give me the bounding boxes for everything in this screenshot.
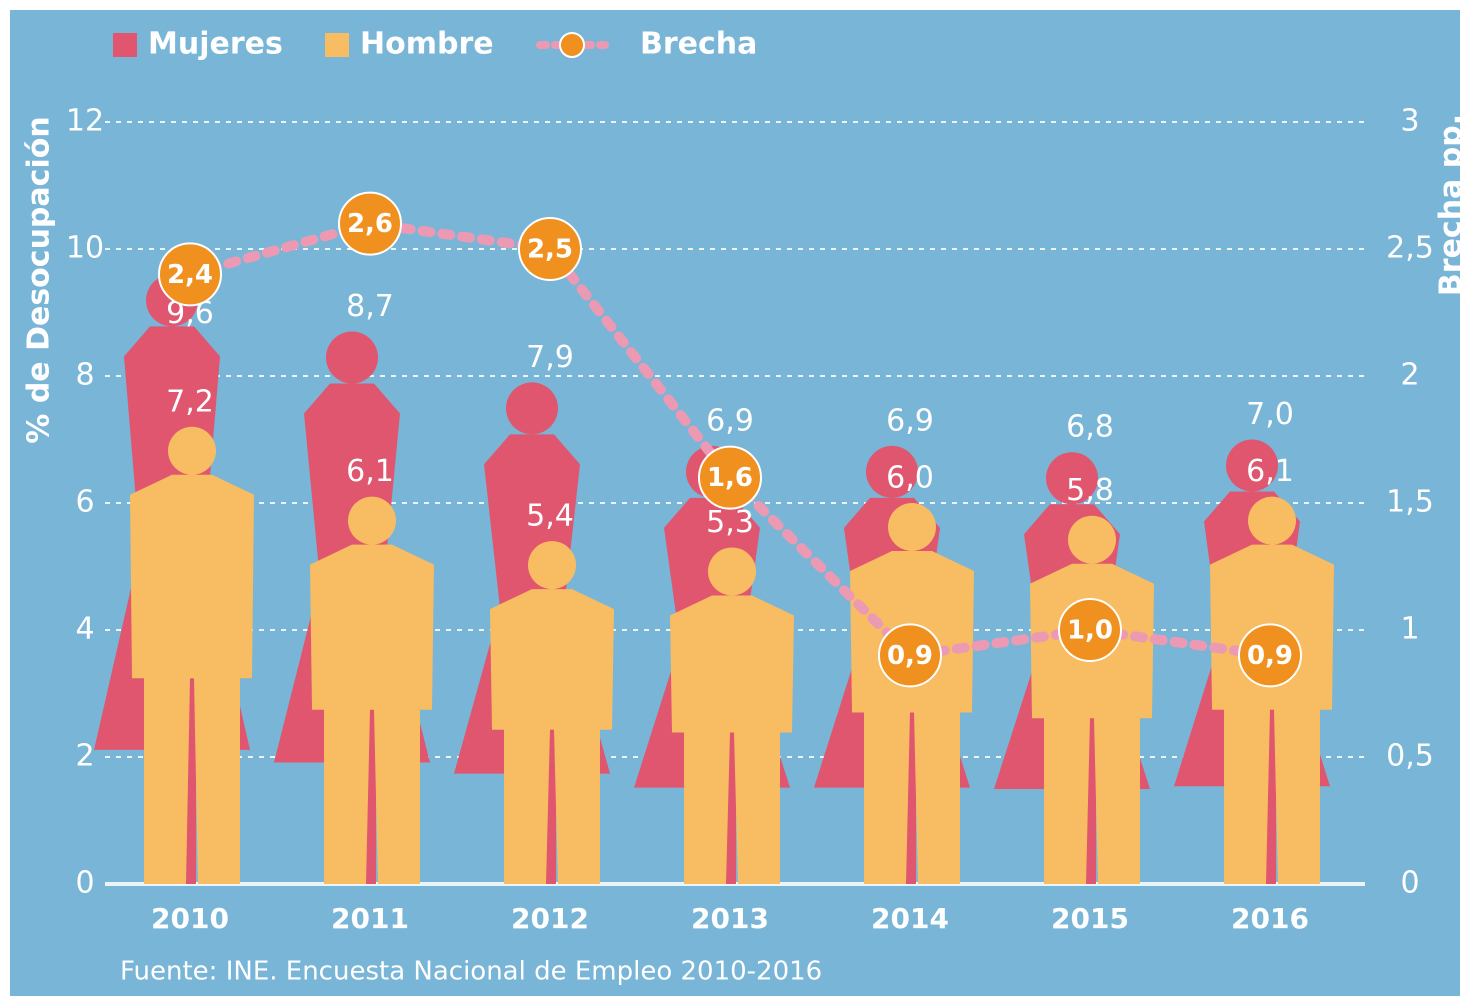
legend-swatch bbox=[113, 33, 137, 57]
y-axis-title: % de Desocupación bbox=[22, 116, 57, 443]
gap-value-label: 2,4 bbox=[167, 260, 213, 290]
women-value-label: 8,7 bbox=[346, 289, 394, 324]
y-tick-label: 10 bbox=[66, 231, 104, 266]
x-tick-label: 2015 bbox=[1051, 902, 1129, 935]
gap-value-label: 0,9 bbox=[887, 641, 933, 671]
men-figure bbox=[130, 426, 254, 884]
y2-tick-label: 2,5 bbox=[1386, 231, 1434, 266]
legend-label: Brecha bbox=[640, 27, 757, 62]
x-tick-label: 2010 bbox=[151, 902, 229, 935]
men-figure bbox=[850, 503, 974, 884]
x-tick-label: 2014 bbox=[871, 902, 949, 935]
men-value-label: 5,8 bbox=[1066, 473, 1114, 508]
y2-tick-label: 2 bbox=[1400, 358, 1419, 393]
women-value-label: 7,0 bbox=[1246, 397, 1294, 432]
x-tick-label: 2013 bbox=[691, 902, 769, 935]
women-value-label: 6,9 bbox=[706, 403, 754, 438]
men-value-label: 7,2 bbox=[166, 384, 214, 419]
gap-marker bbox=[878, 623, 942, 688]
men-value-label: 6,1 bbox=[346, 454, 394, 489]
gap-value-label: 1,0 bbox=[1067, 616, 1113, 646]
y2-axis-title: Brecha pp. bbox=[1434, 114, 1469, 296]
gap-marker bbox=[1058, 598, 1122, 662]
men-figure bbox=[310, 496, 434, 884]
y-tick-label: 12 bbox=[66, 104, 104, 139]
x-tick-label: 2012 bbox=[511, 902, 589, 935]
men-value-label: 5,4 bbox=[526, 499, 574, 534]
men-value-label: 6,1 bbox=[1246, 454, 1294, 489]
men-figure bbox=[1030, 515, 1154, 884]
y2-tick-label: 1 bbox=[1400, 612, 1419, 647]
gap-marker bbox=[338, 191, 402, 256]
gap-value-label: 2,6 bbox=[347, 209, 393, 239]
source-note: Fuente: INE. Encuesta Nacional de Empleo… bbox=[120, 957, 822, 987]
y-tick-label: 8 bbox=[75, 358, 94, 393]
women-value-label: 7,9 bbox=[526, 340, 574, 375]
y-tick-label: 4 bbox=[75, 612, 94, 647]
x-tick-label: 2016 bbox=[1231, 902, 1309, 935]
gap-value-label: 1,6 bbox=[707, 463, 753, 493]
women-value-label: 6,9 bbox=[886, 403, 934, 438]
men-figure bbox=[490, 541, 614, 884]
legend-swatch bbox=[325, 33, 349, 57]
gap-marker bbox=[158, 242, 222, 307]
gap-marker bbox=[518, 217, 582, 281]
x-tick-label: 2011 bbox=[331, 902, 409, 935]
y-tick-label: 6 bbox=[75, 485, 94, 520]
y2-tick-label: 3 bbox=[1400, 104, 1419, 139]
gap-marker bbox=[698, 445, 762, 510]
y2-tick-label: 1,5 bbox=[1386, 485, 1434, 520]
legend-label: Hombre bbox=[360, 27, 494, 62]
legend-marker bbox=[559, 32, 585, 58]
men-value-label: 5,3 bbox=[706, 505, 754, 540]
gap-value-label: 0,9 bbox=[1247, 641, 1293, 671]
men-figure bbox=[670, 547, 794, 884]
men-value-label: 6,0 bbox=[886, 461, 934, 496]
gap-marker bbox=[1238, 623, 1302, 688]
y2-tick-label: 0 bbox=[1400, 866, 1419, 901]
gap-value-label: 2,5 bbox=[527, 235, 573, 265]
y-tick-label: 2 bbox=[75, 739, 94, 774]
women-value-label: 6,8 bbox=[1066, 410, 1114, 445]
men-figure bbox=[1210, 496, 1334, 884]
y2-tick-label: 0,5 bbox=[1386, 739, 1434, 774]
legend-label: Mujeres bbox=[148, 27, 283, 62]
y-tick-label: 0 bbox=[75, 866, 94, 901]
